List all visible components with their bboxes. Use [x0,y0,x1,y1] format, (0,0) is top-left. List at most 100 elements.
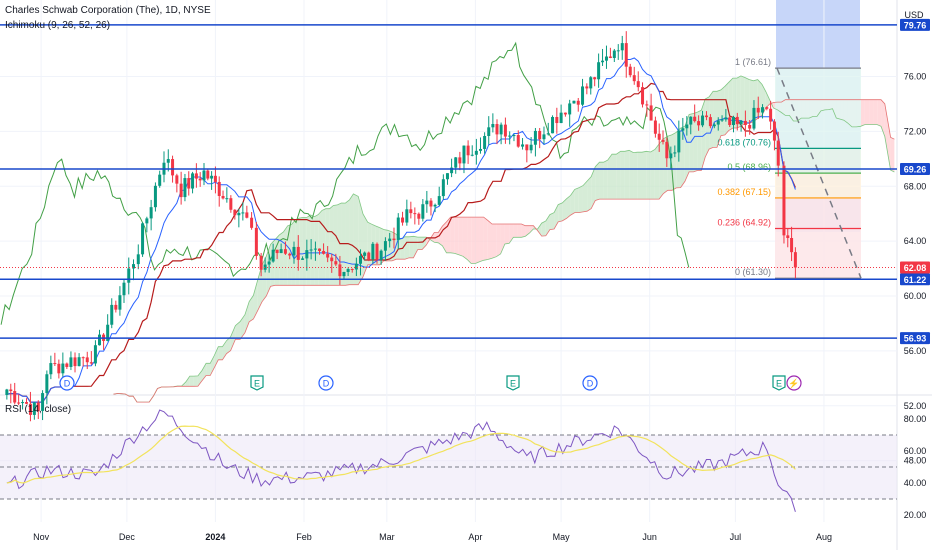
ichimoku-cloud-segment [869,99,874,125]
candle-body [761,107,765,113]
candle-body [145,218,149,224]
rsi-ma-line [6,425,796,484]
fib-zone [775,173,861,198]
price-axis-label: 64.00 [904,236,927,246]
ichimoku-cloud-segment [253,279,258,320]
candle-body [756,107,760,113]
fib-level-label: 0.236 (64.92) [717,218,771,228]
candle-body [417,213,421,219]
candle-body [241,212,245,214]
event-marker-letter: E [510,379,516,389]
ichimoku-cloud-segment [226,336,231,354]
candle-body [576,100,580,105]
event-marker-letter: ⚡ [788,378,799,390]
ichimoku-cloud-segment [329,205,334,286]
rsi-line [6,409,796,512]
candle-body [53,363,57,365]
candle-body [521,144,525,147]
candle-body [474,150,478,155]
candle-body [288,253,292,256]
candle-body [21,402,25,404]
candle-body [183,178,187,198]
candle-body [628,66,632,76]
time-axis-label: Feb [296,532,312,542]
ichimoku-cloud-segment [235,321,241,340]
ichimoku-legend[interactable]: Ichimoku (9, 26, 52, 26) [5,20,111,31]
candle-body [632,75,636,82]
level-price-label: 56.93 [904,334,927,344]
ichimoku-cloud-segment [442,221,447,253]
candle-body [645,104,649,106]
price-axis-label: 76.00 [904,72,927,82]
candle-body [462,145,466,164]
ichimoku-cloud-segment [404,236,410,260]
candle-body [367,252,371,260]
ichimoku-cloud-segment [206,363,211,376]
candle-body [450,167,454,174]
candle-body [24,402,28,404]
candle-body [141,223,145,255]
ichimoku-cloud-segment [873,99,878,125]
candle-body [217,181,221,196]
rsi-axis-label: 20.00 [904,510,927,520]
candle-body [697,121,701,126]
candle-body [9,389,13,392]
candle-body [636,81,640,88]
rsi-legend[interactable]: RSI (14, close) [5,404,72,415]
candle-body [358,255,362,264]
candle-body [525,144,529,151]
candle-body [693,116,697,122]
candle-body [213,175,217,182]
candle-body [98,334,102,346]
candle-body [572,100,576,104]
chart-title: Charles Schwab Corporation (The), 1D, NY… [5,5,211,16]
ichimoku-cloud-segment [446,217,451,253]
ichimoku-cloud-segment [345,200,350,286]
ichimoku-cloud-segment [607,154,613,200]
ichimoku-cloud-segment [599,162,604,200]
rsi-axis-label: 40.00 [904,478,927,488]
ichimoku-cloud-segment [877,99,882,127]
candle-body [45,374,49,394]
ichimoku-cloud-segment [680,126,685,188]
ichimoku-cloud-segment [483,217,488,261]
candle-body [739,120,743,125]
candle-body [36,402,40,411]
candle-body [17,402,21,404]
candle-body [279,249,283,254]
candle-body [206,170,210,179]
earnings-event-icon [772,375,786,391]
ichimoku-cloud-segment [637,152,643,200]
ichimoku-cloud-segment [333,204,338,286]
candle-body [559,112,563,124]
candle-body [776,140,780,166]
ichimoku-cloud-segment [197,370,203,387]
ichimoku-cloud-segment [479,217,484,262]
ichimoku-cloud-segment [454,217,459,255]
ichimoku-cloud-segment [765,91,770,108]
ichimoku-cloud-segment [744,77,750,124]
candle-body [538,130,542,140]
candle-body [601,60,605,63]
candle-body [657,133,661,140]
event-marker-letter: E [776,379,782,389]
candle-body [589,77,593,89]
candle-body [371,243,375,260]
level-price-label: 69.26 [904,164,927,174]
candle-body [790,238,794,253]
ichimoku-cloud-segment [736,75,741,128]
ichimoku-cloud-segment [650,149,655,200]
candle-body [649,105,653,121]
candle-body [32,402,36,415]
ichimoku-cloud-segment [689,113,694,172]
candle-body [259,255,263,270]
candle-body [28,403,32,415]
candle-body [81,357,85,359]
candle-body [187,178,191,189]
candle-body [346,269,350,272]
candle-body [85,357,89,363]
candle-body [616,50,620,52]
candle-body [118,295,122,310]
ichimoku-cloud-segment [521,223,526,238]
